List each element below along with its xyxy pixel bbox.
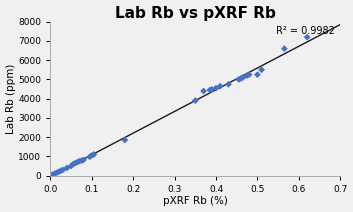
Point: [72, 161, 78, 165]
Point: [58, 169, 64, 173]
X-axis label: pXRF Rb (%): pXRF Rb (%): [163, 197, 228, 206]
Point: [304, 35, 310, 39]
Point: [201, 89, 207, 93]
Text: R² = 0.9982: R² = 0.9982: [276, 26, 334, 36]
Title: Lab Rb vs pXRF Rb: Lab Rb vs pXRF Rb: [115, 6, 276, 21]
Point: [77, 159, 82, 163]
Point: [255, 73, 260, 76]
Point: [207, 88, 213, 92]
Point: [240, 76, 246, 79]
Point: [50, 173, 55, 176]
Point: [282, 47, 287, 50]
Point: [68, 164, 74, 168]
Point: [192, 99, 198, 102]
Point: [226, 82, 231, 86]
Point: [122, 138, 128, 142]
Y-axis label: Lab Rb (ppm): Lab Rb (ppm): [6, 63, 16, 134]
Point: [217, 84, 223, 88]
Point: [54, 171, 59, 174]
Point: [64, 166, 70, 170]
Point: [79, 159, 84, 162]
Point: [91, 153, 97, 156]
Point: [87, 155, 92, 159]
Point: [56, 170, 61, 173]
Point: [213, 86, 219, 90]
Point: [246, 73, 252, 76]
Point: [52, 172, 57, 175]
Point: [70, 162, 76, 166]
Point: [209, 88, 215, 91]
Point: [81, 158, 86, 162]
Point: [244, 74, 250, 77]
Point: [238, 77, 244, 80]
Point: [236, 78, 241, 81]
Point: [259, 68, 264, 71]
Point: [89, 154, 95, 157]
Point: [74, 160, 80, 164]
Point: [60, 168, 66, 172]
